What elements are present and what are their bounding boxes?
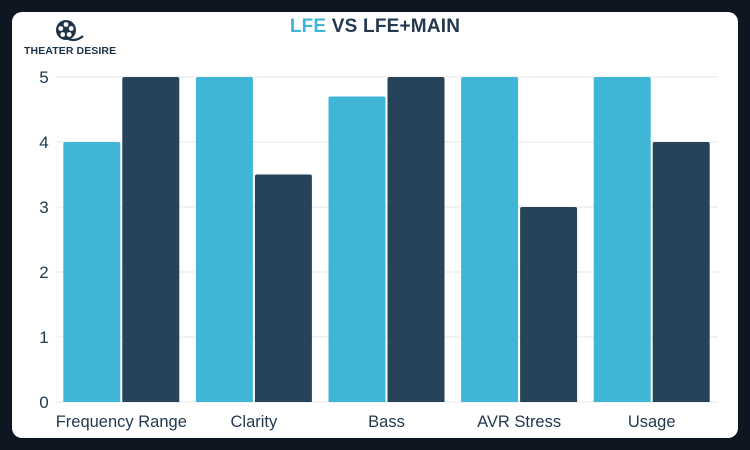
x-tick-label: Usage — [628, 413, 676, 431]
x-tick-label: Frequency Range — [56, 413, 187, 431]
bar-lfe-main-2 — [254, 174, 312, 402]
x-tick-label: AVR Stress — [477, 413, 561, 431]
bar-lfe-2 — [195, 77, 253, 402]
y-tick-label: 4 — [39, 133, 48, 152]
bar-lfe-main-4 — [520, 207, 578, 402]
x-tick-label: Clarity — [231, 413, 279, 431]
bar-lfe-3 — [328, 96, 386, 402]
brand-logo: THEATER DESIRE — [24, 18, 117, 62]
y-tick-label: 5 — [39, 68, 48, 87]
y-tick-label: 1 — [39, 328, 48, 347]
title-lfe-main: LFE+MAIN — [363, 16, 461, 37]
title-lfe: LFE — [289, 16, 327, 37]
y-axis: 0 1 2 3 4 5 — [39, 68, 48, 412]
x-axis: Frequency Range Clarity Bass AVR Stress Usag… — [56, 413, 676, 431]
y-tick-label: 2 — [39, 263, 48, 282]
bar-lfe-main-5 — [652, 142, 710, 402]
y-tick-label: 0 — [39, 393, 48, 412]
x-tick-label: Bass — [368, 413, 405, 431]
brand-name: THEATER DESIRE — [24, 45, 117, 57]
bar-lfe-main-3 — [387, 77, 445, 402]
chart-title: LFE VS LFE+MAIN — [0, 16, 750, 38]
y-tick-label: 3 — [39, 198, 48, 217]
bars — [63, 77, 710, 402]
title-vs: VS — [326, 16, 364, 37]
bar-lfe-main-1 — [122, 77, 180, 402]
bar-lfe-1 — [63, 142, 121, 402]
film-reel-icon — [56, 20, 84, 42]
bar-lfe-4 — [461, 77, 519, 402]
bar-lfe-5 — [593, 77, 651, 402]
